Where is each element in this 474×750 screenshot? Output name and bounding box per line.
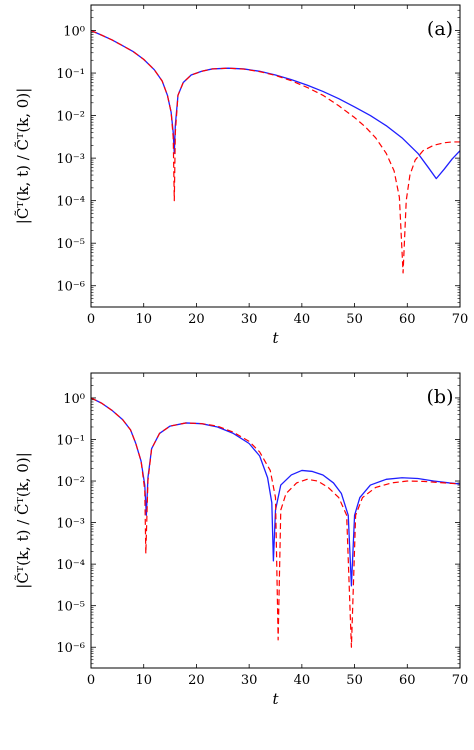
series-line-solid — [91, 397, 460, 587]
series-line-dashed — [91, 397, 460, 648]
y-axis-label: |C̃ᵀ(k, t) / C̃ᵀ(k, 0)| — [14, 452, 32, 588]
y-tick-label: 10⁻¹ — [56, 433, 85, 448]
x-tick-label: 10 — [135, 312, 152, 327]
series-line-dashed — [91, 29, 460, 274]
y-tick-label: 10⁻² — [56, 110, 85, 125]
y-tick-label: 10⁰ — [63, 392, 85, 407]
x-tick-label: 60 — [399, 673, 416, 688]
y-tick-label: 10⁻⁴ — [56, 195, 85, 210]
x-tick-label: 40 — [294, 312, 311, 327]
y-tick-label: 10⁻⁵ — [56, 237, 85, 252]
series-group — [91, 397, 460, 648]
plot-frame — [90, 372, 461, 669]
panel-label: (b) — [427, 386, 454, 408]
x-tick-label: 30 — [241, 673, 258, 688]
x-tick-label: 20 — [188, 673, 205, 688]
y-tick-label: 10⁻³ — [56, 517, 85, 532]
y-tick-label: 10⁻⁵ — [56, 600, 85, 615]
x-tick-label: 30 — [241, 312, 258, 327]
plot-frame — [90, 4, 461, 308]
series-group — [91, 29, 460, 274]
x-tick-label: 40 — [294, 673, 311, 688]
y-tick-label: 10⁻⁶ — [56, 641, 85, 656]
y-tick-label: 10⁻³ — [56, 152, 85, 167]
y-tick-label: 10⁻² — [56, 475, 85, 490]
panel-label: (a) — [427, 18, 453, 40]
x-tick-label: 20 — [188, 312, 205, 327]
y-tick-label: 10⁻⁴ — [56, 558, 85, 573]
x-tick-label: 0 — [87, 673, 95, 688]
x-tick-label: 60 — [399, 312, 416, 327]
x-axis-label: t — [272, 690, 279, 708]
x-tick-label: 70 — [452, 673, 469, 688]
y-tick-label: 10⁻¹ — [56, 67, 85, 82]
y-tick-label: 10⁰ — [63, 25, 85, 40]
x-tick-label: 0 — [87, 312, 95, 327]
series-line-solid — [91, 29, 460, 180]
x-tick-label: 50 — [346, 312, 363, 327]
x-tick-label: 10 — [135, 673, 152, 688]
panel-a: 0 10 20 30 40 50 60 70 10⁰ 10⁻¹ 10⁻² 10⁻³ 10⁻⁴ 10⁻⁵ 10… — [14, 4, 469, 347]
y-axis-label: |C̃ᵀ(k, t) / C̃ᵀ(k, 0)| — [14, 88, 32, 224]
x-axis-label: t — [272, 329, 279, 347]
panel-b: 0 10 20 30 40 50 60 70 10⁰ 10⁻¹ 10⁻² 10⁻³ 10⁻⁴ 10⁻⁵ 10… — [14, 372, 469, 708]
x-tick-label: 70 — [452, 312, 469, 327]
x-tick-label: 50 — [346, 673, 363, 688]
y-tick-label: 10⁻⁶ — [56, 280, 85, 295]
